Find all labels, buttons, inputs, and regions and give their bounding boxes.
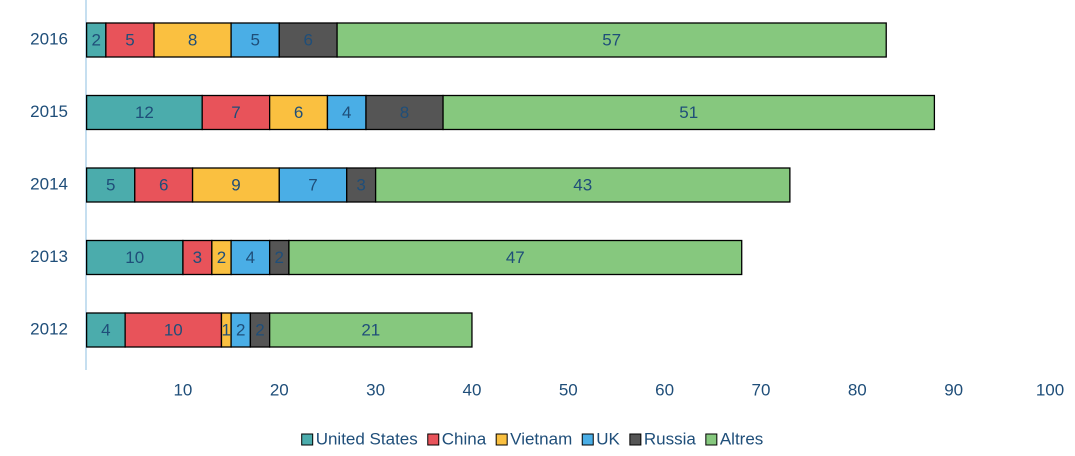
legend-swatch <box>581 433 594 446</box>
x-tick-label: 100 <box>1036 380 1064 399</box>
legend-label: UK <box>596 429 620 448</box>
bar-segment <box>336 22 887 58</box>
data-label: 6 <box>294 103 303 122</box>
y-tick-label: 2013 <box>30 247 68 266</box>
bar-segment <box>85 167 136 203</box>
bar-segment <box>134 167 194 203</box>
bar-segment <box>201 94 271 131</box>
y-tick-label: 2015 <box>30 102 68 121</box>
y-tick-label: 2012 <box>30 319 68 338</box>
x-tick-label: 20 <box>270 380 289 399</box>
x-tick-label: 40 <box>462 380 481 399</box>
legend-label: Altres <box>720 429 763 448</box>
bar-segment <box>153 22 232 58</box>
x-tick-label: 50 <box>559 380 578 399</box>
bar-segment <box>191 167 280 203</box>
data-label: 4 <box>246 248 255 267</box>
data-label: 57 <box>602 30 621 49</box>
bar-segment <box>278 22 338 58</box>
data-label: 6 <box>159 175 168 194</box>
data-label: 4 <box>342 103 351 122</box>
data-label: 10 <box>125 248 144 267</box>
data-label: 8 <box>400 103 409 122</box>
legend-swatch <box>495 433 508 446</box>
data-label: 2 <box>217 248 226 267</box>
legend-swatch <box>427 433 440 446</box>
bar-segment <box>374 167 791 203</box>
data-label: 2 <box>255 320 264 339</box>
bar-segment <box>288 239 743 276</box>
data-label: 7 <box>308 175 317 194</box>
bar-segment <box>278 167 348 203</box>
data-label: 2 <box>236 320 245 339</box>
x-tick-label: 10 <box>173 380 192 399</box>
legend-swatch <box>629 433 642 446</box>
y-tick-label: 2014 <box>30 174 68 193</box>
bar-segment <box>85 239 184 276</box>
data-label: 4 <box>101 320 110 339</box>
data-label: 3 <box>356 175 365 194</box>
bar-segment <box>268 312 473 348</box>
data-label: 1 <box>222 320 231 339</box>
x-tick-label: 30 <box>366 380 385 399</box>
data-label: 2 <box>275 248 284 267</box>
x-tick-label: 70 <box>752 380 771 399</box>
data-label: 43 <box>573 175 592 194</box>
legend-swatch <box>705 433 718 446</box>
data-label: 51 <box>679 103 698 122</box>
legend-label: Vietnam <box>510 429 572 448</box>
bar-segment <box>182 239 213 276</box>
legend-label: Russia <box>644 429 697 448</box>
bar-segment <box>442 94 936 131</box>
data-label: 6 <box>303 30 312 49</box>
legend-swatch <box>301 433 314 446</box>
data-label: 5 <box>125 30 134 49</box>
data-label: 5 <box>250 30 259 49</box>
bar-segment <box>230 239 271 276</box>
data-label: 8 <box>188 30 197 49</box>
bar-segment <box>346 167 377 203</box>
data-label: 10 <box>164 320 183 339</box>
data-label: 21 <box>361 320 380 339</box>
legend-label: United States <box>316 429 418 448</box>
y-tick-label: 2016 <box>30 29 68 48</box>
bar-segment <box>268 94 329 131</box>
x-tick-label: 90 <box>944 380 963 399</box>
data-label: 2 <box>91 30 100 49</box>
data-label: 47 <box>506 248 525 267</box>
data-label: 5 <box>106 175 115 194</box>
data-label: 7 <box>231 103 240 122</box>
data-label: 3 <box>193 248 202 267</box>
bar-segment <box>124 312 223 348</box>
bar-segment <box>105 22 155 58</box>
data-label: 12 <box>135 103 154 122</box>
legend-label: China <box>442 429 487 448</box>
x-tick-label: 80 <box>848 380 867 399</box>
x-tick-label: 60 <box>655 380 674 399</box>
data-label: 9 <box>231 175 240 194</box>
